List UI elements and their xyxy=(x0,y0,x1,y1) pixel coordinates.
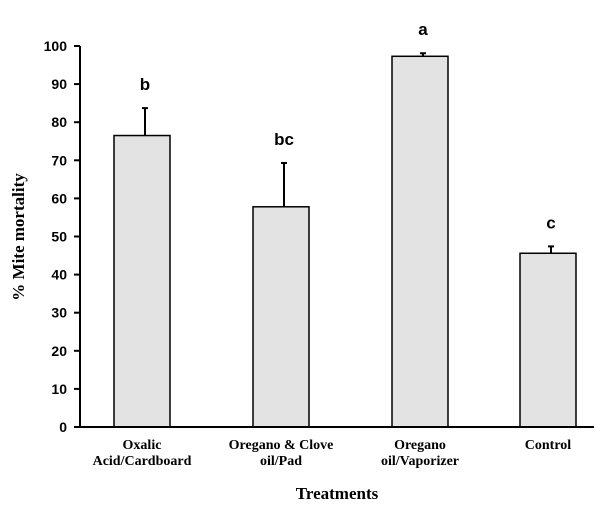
x-category-label: Oregano & Clove xyxy=(229,438,334,453)
bar xyxy=(113,134,171,428)
significance-label: a xyxy=(418,20,428,39)
y-tick-label: 90 xyxy=(51,76,67,92)
bars-layer xyxy=(113,52,577,428)
y-ticks-layer: 0 10 20 30 40 50 60 70 80 90 100 xyxy=(44,38,80,435)
y-tick-label: 10 xyxy=(51,381,67,397)
x-category-label: Control xyxy=(525,438,572,453)
y-tick-label: 100 xyxy=(44,38,68,54)
y-tick-label: 60 xyxy=(51,190,67,206)
significance-label: c xyxy=(546,213,555,232)
y-tick-label: 40 xyxy=(51,267,67,283)
x-category-label: Oregano xyxy=(394,438,446,453)
y-tick-label: 80 xyxy=(51,114,67,130)
y-tick-label: 70 xyxy=(51,152,67,168)
x-axis-title: Treatments xyxy=(296,484,379,503)
y-tick-label: 20 xyxy=(51,343,67,359)
bar xyxy=(519,252,577,428)
y-tick-label: 0 xyxy=(59,419,67,435)
x-category-label: oil/Pad xyxy=(260,454,302,469)
y-axis-title: % Mite mortality xyxy=(9,173,28,301)
x-category-label: Oxalic xyxy=(123,438,162,453)
x-category-label: Acid/Cardboard xyxy=(93,454,192,469)
x-category-label: oil/Vaporizer xyxy=(381,454,459,469)
y-tick-label: 50 xyxy=(51,229,67,245)
bar xyxy=(391,55,449,428)
bar xyxy=(252,206,310,428)
significance-label: b xyxy=(140,75,150,94)
y-tick-label: 30 xyxy=(51,305,67,321)
significance-label: bc xyxy=(274,130,294,149)
